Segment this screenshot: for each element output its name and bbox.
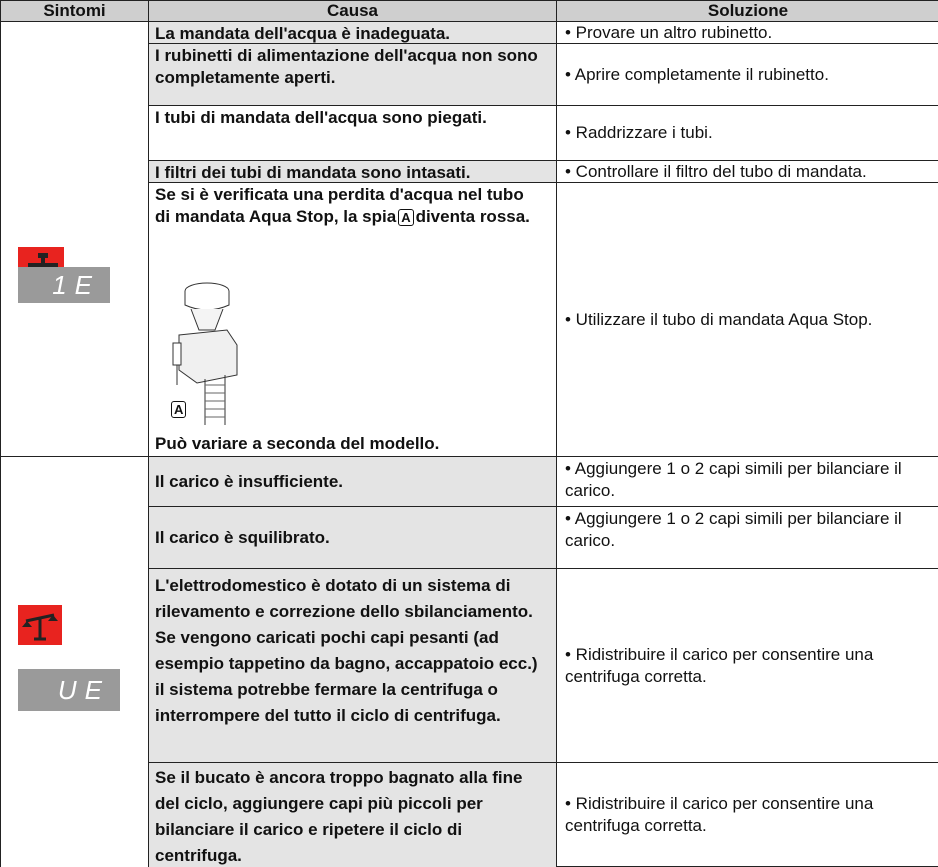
marker: A [398,209,414,226]
cause: I rubinetti di alimentazione dell'acqua … [148,43,557,106]
solution: • Ridistribuire il carico per consentire… [556,762,938,867]
solution: • Aggiungere 1 o 2 capi simili per bilan… [556,456,938,507]
header-cell: Sintomi [0,0,149,22]
error-display: 1E [18,267,110,303]
cause-text: Se si è verificata una perdita d'acqua n… [155,185,524,226]
balance-icon [18,605,62,645]
solution: • Aggiungere 1 o 2 capi simili per bilan… [556,506,938,569]
cause: Se si è verificata una perdita d'acqua n… [148,182,557,457]
solution: • Controllare il filtro del tubo di mand… [556,160,938,183]
symptom-cell: 1E [0,21,149,457]
error-display: UE [18,669,120,711]
cause: Il carico è insufficiente. [148,456,557,507]
solution: • Aprire completamente il rubinetto. [556,43,938,106]
cause: La mandata dell'acqua è inadeguata. [148,21,557,44]
solution: • Provare un altro rubinetto. [556,21,938,44]
cause: Se il bucato è ancora troppo bagnato all… [148,762,557,867]
cause: L'elettrodomestico è dotato di un sistem… [148,568,557,763]
symptom-cell: UE [0,456,149,867]
cause: Il carico è squilibrato. [148,506,557,569]
note: Può variare a seconda del modello. [155,434,440,453]
solution: • Raddrizzare i tubi. [556,105,938,161]
header-cell: Causa [148,0,557,22]
aqua-stop-figure [172,282,238,425]
solution: • Utilizzare il tubo di mandata Aqua Sto… [556,182,938,457]
figure-label: A [171,401,187,418]
solution: • Ridistribuire il carico per consentire… [556,568,938,763]
cause-text: diventa rossa. [415,207,530,226]
cause: I tubi di mandata dell'acqua sono piegat… [148,105,557,161]
cause: I filtri dei tubi di mandata sono intasa… [148,160,557,183]
header-cell: Soluzione [556,0,938,22]
